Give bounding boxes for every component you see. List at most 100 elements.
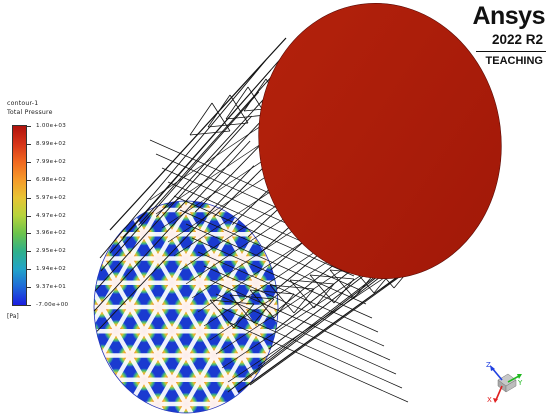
legend-tick	[27, 161, 31, 163]
legend-label: 4.97e+02	[36, 212, 67, 219]
wireframe-strut	[269, 284, 295, 314]
contour-hotspot	[272, 368, 278, 391]
lattice-line	[126, 201, 278, 413]
contour-hotspot	[6, 393, 30, 415]
wireframe-strut	[289, 279, 315, 309]
legend-tick	[27, 251, 31, 253]
contour-hotspot	[118, 150, 142, 172]
wireframe-strut	[313, 283, 335, 309]
wireframe-strut	[229, 94, 249, 124]
legend-tick	[27, 233, 31, 235]
legend-label: 8.99e+02	[36, 140, 67, 147]
wireframe-strut	[209, 279, 391, 361]
lattice-line	[94, 201, 225, 413]
contour-hotspot	[34, 344, 58, 366]
version-label: 2022 R2	[491, 32, 543, 47]
contour-hotspot	[94, 368, 100, 391]
legend-tick	[27, 197, 31, 199]
wireframe-strut	[237, 267, 411, 393]
wireframe-strut	[273, 293, 295, 319]
legend-tick	[27, 269, 31, 271]
brand-divider	[476, 51, 546, 52]
outlet-face	[258, 3, 502, 279]
wireframe-strut	[309, 274, 335, 304]
contour-hotspot	[62, 344, 86, 366]
contour-hotspot	[258, 392, 278, 413]
legend-label: 2.95e+02	[36, 248, 67, 255]
axis-triad-icon[interactable]: Z Y X	[478, 358, 526, 404]
wireframe-strut	[173, 195, 355, 277]
contour-hotspot	[286, 344, 310, 366]
wireframe-strut	[249, 289, 275, 319]
triad-z-label: Z	[486, 361, 491, 369]
wireframe-strut	[185, 223, 367, 305]
wireframe-strut	[333, 278, 355, 304]
wireframe-strut	[229, 294, 255, 324]
legend-label: -7.00e+00	[36, 302, 69, 308]
legend-label: 6.98e+02	[36, 176, 67, 183]
contour-hotspot	[48, 369, 72, 391]
legend-tick	[27, 179, 31, 181]
triad-body	[497, 373, 517, 393]
wireframe-strut	[215, 293, 397, 375]
wireframe-strut	[233, 303, 255, 329]
legend-tick	[27, 126, 31, 127]
contour-hotspot	[328, 272, 352, 294]
edition-label: TEACHING	[485, 55, 543, 67]
wireframe-strut	[309, 274, 355, 280]
lattice-line	[94, 201, 246, 413]
contour-hotspot	[230, 392, 254, 413]
legend-quantity: Total Pressure	[7, 108, 53, 116]
triad-x-label: X	[487, 396, 492, 404]
triad-y-label: Y	[517, 379, 523, 387]
contour-hotspot	[286, 393, 310, 415]
ansys-brand: Ansys 2022 R2 TEACHING	[466, 3, 546, 67]
wireframe-strut	[249, 289, 295, 295]
wireframe-strut	[227, 261, 409, 383]
wireframe-strut	[227, 321, 409, 403]
wireframe-strut	[100, 91, 260, 272]
legend-colorbar	[12, 125, 27, 306]
wireframe-strut	[109, 69, 272, 254]
contour-hotspot	[174, 150, 198, 172]
legend-title: contour-1	[7, 100, 39, 107]
triad-y-axis: Y	[507, 374, 523, 387]
contour-hotspot	[6, 344, 30, 366]
wireframe-strut	[96, 165, 255, 332]
triad-z-axis: Z	[486, 361, 503, 381]
lattice-line	[94, 201, 225, 413]
legend-label: 5.97e+02	[36, 194, 67, 201]
wireframe-strut	[229, 294, 275, 300]
contour-hotspot	[62, 393, 86, 415]
wireframe-strut	[253, 298, 275, 324]
wireframe-strut	[203, 265, 385, 347]
wireframe-strut	[207, 122, 249, 128]
wireframe-strut	[207, 94, 231, 128]
wireframe-strut	[269, 284, 315, 290]
wireframe-strut	[189, 102, 213, 136]
contour-hotspot	[230, 201, 254, 222]
legend-tick	[27, 143, 31, 145]
legend-label: 3.96e+02	[36, 230, 67, 237]
legend-label: 7.99e+02	[36, 158, 67, 165]
legend-unit: [Pa]	[7, 313, 19, 320]
contour-hotspot	[314, 344, 338, 366]
wireframe-strut	[221, 307, 403, 389]
ansys-logo-text: Ansys	[472, 2, 545, 30]
contour-hotspot	[34, 393, 58, 415]
contour-hotspot	[314, 393, 338, 415]
contour-hotspot	[328, 320, 352, 342]
contour-legend: contour-1 Total Pressure 1.00e+03 8.99e+0…	[0, 0, 120, 330]
legend-label: 1.94e+02	[36, 266, 67, 273]
lattice-line	[147, 201, 278, 413]
wireframe-strut	[209, 299, 255, 305]
triad-x-axis: X	[487, 385, 503, 404]
wireframe-strut	[94, 115, 253, 292]
legend-label: 1.00e+03	[36, 123, 67, 129]
contour-hotspot	[20, 369, 44, 391]
ansys-logo: Ansys	[466, 3, 545, 30]
wireframe-strut	[93, 140, 251, 312]
wireframe-strut	[197, 251, 379, 333]
